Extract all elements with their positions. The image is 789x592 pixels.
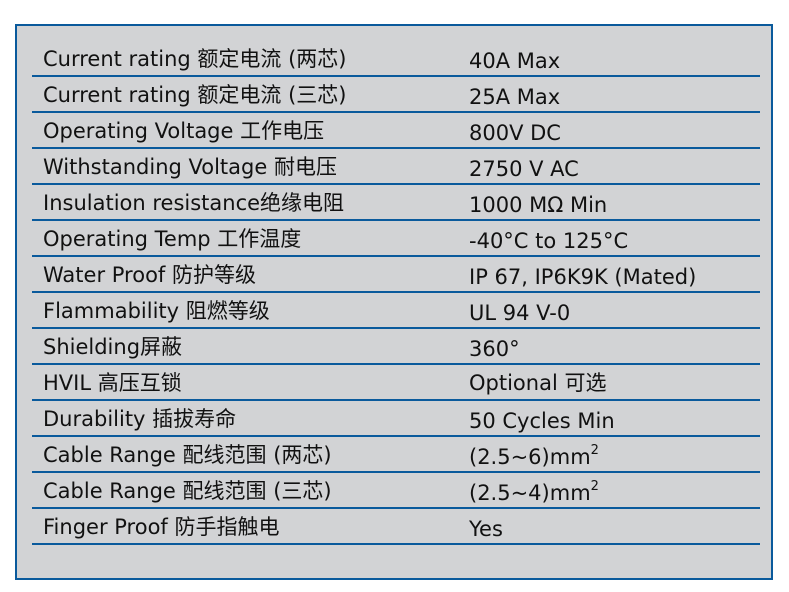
spec-value-text: 800V DC (469, 121, 561, 145)
spec-row: Shielding屏蔽 360° (32, 329, 760, 365)
superscript: 2 (590, 479, 599, 494)
spec-label: Withstanding Voltage 耐电压 (43, 155, 337, 179)
spec-value-text: 25A Max (469, 85, 561, 109)
spec-value: 50 Cycles Min (469, 409, 615, 433)
spec-table: Current rating 额定电流 (两芯) 40A Max Current r… (32, 41, 760, 545)
spec-label: Shielding屏蔽 (43, 335, 183, 359)
spec-value: 25A Max (469, 85, 560, 109)
spec-row: HVIL 高压互锁 Optional 可选 (32, 365, 760, 401)
spec-label: Cable Range 配线范围 (两芯) (43, 443, 332, 467)
spec-value: (2.5~6)mm2 (469, 443, 599, 469)
spec-label: Water Proof 防护等级 (43, 263, 256, 287)
spec-value: Yes (469, 517, 503, 541)
spec-value-text: UL 94 V-0 (469, 301, 571, 325)
spec-value: 40A Max (469, 49, 560, 73)
spec-value: (2.5~4)mm2 (469, 479, 599, 505)
spec-label: Operating Temp 工作温度 (43, 227, 302, 251)
spec-value-text: Yes (469, 517, 503, 541)
spec-label: Flammability 阻燃等级 (43, 299, 270, 323)
spec-value-text: 360° (469, 337, 520, 361)
spec-value-text: (2.5~4)mm (469, 481, 591, 505)
spec-value: 800V DC (469, 121, 561, 145)
spec-value-text: Optional 可选 (469, 371, 607, 395)
spec-label: Cable Range 配线范围 (三芯) (43, 479, 332, 503)
spec-row: Operating Temp 工作温度 -40°C to 125°C (32, 221, 760, 257)
spec-row: Flammability 阻燃等级 UL 94 V-0 (32, 293, 760, 329)
spec-row: Durability 插拔寿命 50 Cycles Min (32, 401, 760, 437)
spec-value: Optional 可选 (469, 367, 606, 397)
spec-row: Current rating 额定电流 (三芯) 25A Max (32, 77, 760, 113)
spec-value-text: (2.5~6)mm (469, 445, 591, 469)
spec-row: Operating Voltage 工作电压 800V DC (32, 113, 760, 149)
spec-value: 2750 V AC (469, 157, 579, 181)
spec-value: UL 94 V-0 (469, 301, 570, 325)
spec-row: Water Proof 防护等级 IP 67, IP6K9K (Mated) (32, 257, 760, 293)
spec-row: Finger Proof 防手指触电 Yes (32, 509, 760, 545)
spec-value-text: 40A Max (469, 49, 561, 73)
spec-label: Current rating 额定电流 (三芯) (43, 83, 347, 107)
spec-value-text: 2750 V AC (469, 157, 579, 181)
spec-row: Withstanding Voltage 耐电压 2750 V AC (32, 149, 760, 185)
spec-row: Cable Range 配线范围 (两芯) (2.5~6)mm2 (32, 437, 760, 473)
spec-label: Insulation resistance绝缘电阻 (43, 191, 345, 215)
spec-label: Durability 插拔寿命 (43, 407, 237, 431)
spec-value: IP 67, IP6K9K (Mated) (469, 265, 696, 289)
spec-value-text: IP 67, IP6K9K (Mated) (469, 265, 697, 289)
spec-value-text: 50 Cycles Min (469, 409, 615, 433)
spec-label: HVIL 高压互锁 (43, 371, 182, 395)
spec-label: Current rating 额定电流 (两芯) (43, 47, 347, 71)
spec-row: Insulation resistance绝缘电阻 1000 MΩ Min (32, 185, 760, 221)
superscript: 2 (590, 443, 599, 458)
spec-value: 360° (469, 337, 520, 361)
spec-label: Finger Proof 防手指触电 (43, 515, 280, 539)
spec-value-text: 1000 MΩ Min (469, 193, 608, 217)
spec-row: Cable Range 配线范围 (三芯) (2.5~4)mm2 (32, 473, 760, 509)
spec-label: Operating Voltage 工作电压 (43, 119, 325, 143)
spec-table-frame: Current rating 额定电流 (两芯) 40A Max Current r… (15, 24, 773, 580)
spec-row: Current rating 额定电流 (两芯) 40A Max (32, 41, 760, 77)
spec-value-text: -40°C to 125°C (469, 229, 629, 253)
spec-value: 1000 MΩ Min (469, 193, 607, 217)
spec-value: -40°C to 125°C (469, 229, 628, 253)
